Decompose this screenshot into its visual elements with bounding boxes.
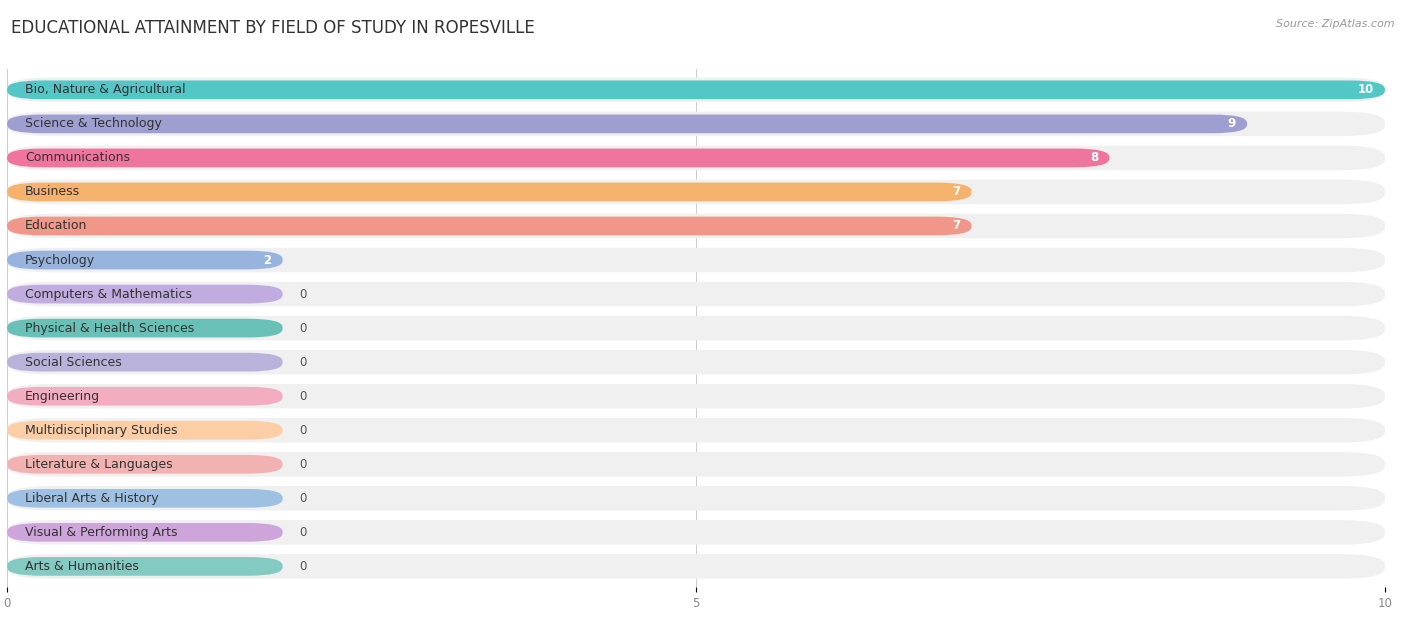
FancyBboxPatch shape bbox=[7, 148, 1109, 167]
Text: 7: 7 bbox=[952, 220, 960, 232]
FancyBboxPatch shape bbox=[7, 489, 283, 508]
FancyBboxPatch shape bbox=[7, 452, 1385, 476]
FancyBboxPatch shape bbox=[7, 353, 283, 372]
Text: Physical & Health Sciences: Physical & Health Sciences bbox=[25, 322, 194, 334]
Text: 0: 0 bbox=[299, 526, 307, 539]
FancyBboxPatch shape bbox=[7, 486, 1385, 510]
FancyBboxPatch shape bbox=[7, 112, 1385, 136]
FancyBboxPatch shape bbox=[7, 180, 1385, 204]
Text: 0: 0 bbox=[299, 492, 307, 505]
Text: Social Sciences: Social Sciences bbox=[25, 356, 122, 369]
Text: Bio, Nature & Agricultural: Bio, Nature & Agricultural bbox=[25, 83, 186, 97]
Text: Liberal Arts & History: Liberal Arts & History bbox=[25, 492, 159, 505]
FancyBboxPatch shape bbox=[7, 319, 283, 338]
FancyBboxPatch shape bbox=[7, 554, 1385, 579]
FancyBboxPatch shape bbox=[7, 384, 1385, 408]
Text: Science & Technology: Science & Technology bbox=[25, 117, 162, 131]
FancyBboxPatch shape bbox=[7, 114, 1247, 133]
FancyBboxPatch shape bbox=[7, 81, 1385, 99]
Text: 0: 0 bbox=[299, 288, 307, 300]
Text: 8: 8 bbox=[1090, 151, 1098, 165]
Text: Multidisciplinary Studies: Multidisciplinary Studies bbox=[25, 424, 177, 437]
Text: 7: 7 bbox=[952, 186, 960, 199]
Text: Business: Business bbox=[25, 186, 80, 199]
Text: Engineering: Engineering bbox=[25, 390, 100, 403]
Text: 10: 10 bbox=[1358, 83, 1374, 97]
FancyBboxPatch shape bbox=[7, 387, 283, 406]
FancyBboxPatch shape bbox=[7, 251, 283, 269]
Text: Communications: Communications bbox=[25, 151, 129, 165]
Text: 0: 0 bbox=[299, 322, 307, 334]
FancyBboxPatch shape bbox=[7, 421, 283, 440]
Text: 2: 2 bbox=[263, 254, 271, 266]
FancyBboxPatch shape bbox=[7, 523, 283, 542]
Text: Psychology: Psychology bbox=[25, 254, 96, 266]
FancyBboxPatch shape bbox=[7, 182, 972, 201]
FancyBboxPatch shape bbox=[7, 520, 1385, 545]
Text: Visual & Performing Arts: Visual & Performing Arts bbox=[25, 526, 177, 539]
FancyBboxPatch shape bbox=[7, 455, 283, 474]
FancyBboxPatch shape bbox=[7, 78, 1385, 102]
FancyBboxPatch shape bbox=[7, 216, 972, 235]
FancyBboxPatch shape bbox=[7, 146, 1385, 170]
FancyBboxPatch shape bbox=[7, 214, 1385, 239]
FancyBboxPatch shape bbox=[7, 285, 283, 304]
Text: 0: 0 bbox=[299, 560, 307, 573]
Text: Computers & Mathematics: Computers & Mathematics bbox=[25, 288, 193, 300]
FancyBboxPatch shape bbox=[7, 282, 1385, 306]
FancyBboxPatch shape bbox=[7, 418, 1385, 442]
Text: EDUCATIONAL ATTAINMENT BY FIELD OF STUDY IN ROPESVILLE: EDUCATIONAL ATTAINMENT BY FIELD OF STUDY… bbox=[11, 19, 536, 37]
FancyBboxPatch shape bbox=[7, 557, 283, 575]
Text: Education: Education bbox=[25, 220, 87, 232]
Text: Literature & Languages: Literature & Languages bbox=[25, 457, 173, 471]
Text: Arts & Humanities: Arts & Humanities bbox=[25, 560, 139, 573]
FancyBboxPatch shape bbox=[7, 316, 1385, 340]
Text: 0: 0 bbox=[299, 457, 307, 471]
Text: 9: 9 bbox=[1227, 117, 1236, 131]
Text: 0: 0 bbox=[299, 390, 307, 403]
FancyBboxPatch shape bbox=[7, 350, 1385, 374]
Text: 0: 0 bbox=[299, 424, 307, 437]
FancyBboxPatch shape bbox=[7, 248, 1385, 273]
Text: 0: 0 bbox=[299, 356, 307, 369]
Text: Source: ZipAtlas.com: Source: ZipAtlas.com bbox=[1277, 19, 1395, 29]
